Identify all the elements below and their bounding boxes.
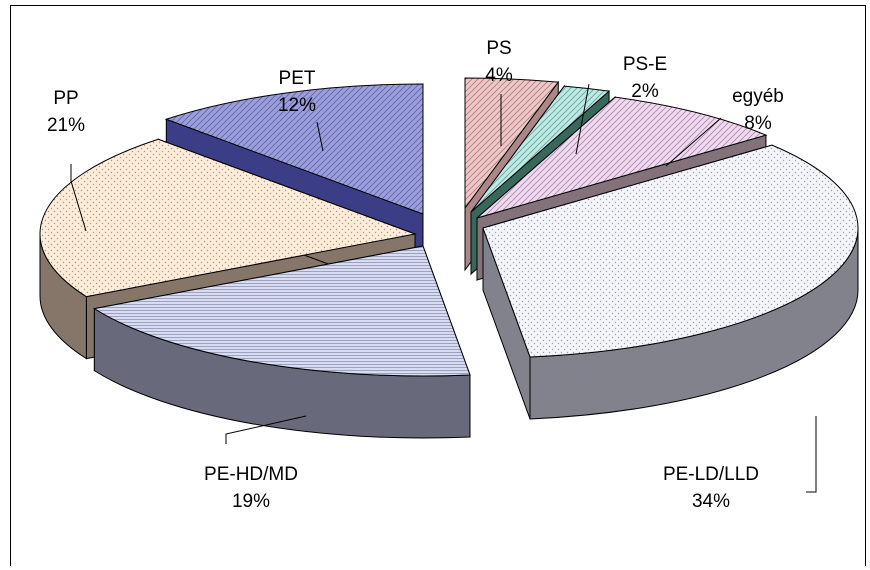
label-name-pp: PP xyxy=(53,88,78,109)
leader-pe-hd-md xyxy=(225,415,307,444)
slice-pe-hd-md xyxy=(93,245,471,439)
slice-top-pe-hd-md xyxy=(93,245,471,377)
label-name-pet: PET xyxy=(279,68,316,89)
slice-top-pet xyxy=(164,83,424,215)
label-value-ps-e: 2% xyxy=(631,81,659,102)
slice-top-ps xyxy=(464,77,560,210)
leader-pet xyxy=(316,121,324,152)
label-name-pe-ld-lld: PE-LD/LLD xyxy=(663,464,759,485)
slice-top-pe-ld-lld xyxy=(482,144,859,358)
label-value-pe-ld-lld: 34% xyxy=(692,491,730,512)
slice-top-egy-b xyxy=(476,96,768,219)
leader-ps-e xyxy=(575,83,590,155)
label-value-pe-hd-md: 19% xyxy=(232,491,270,512)
label-name-egy-b: egyéb xyxy=(732,86,784,107)
pie-chart: PS 4% PS-E 2% egyéb 8% PE-LD/LLD 34% PE-HD/MD 19%… xyxy=(39,38,859,512)
label-value-ps: 4% xyxy=(485,65,513,86)
slice-pe-ld-lld xyxy=(482,144,859,420)
slice-top-ps-e xyxy=(470,85,611,213)
chart-frame: PS 4% PS-E 2% egyéb 8% PE-LD/LLD 34% PE-HD/MD 19%… xyxy=(10,5,866,566)
leader-pp xyxy=(70,164,87,232)
label-name-ps-e: PS-E xyxy=(623,54,667,75)
slice-top-pp xyxy=(39,138,417,298)
label-value-pet: 12% xyxy=(278,95,316,116)
label-name-ps: PS xyxy=(486,38,511,59)
label-name-pe-hd-md: PE-HD/MD xyxy=(204,464,298,485)
label-value-egy-b: 8% xyxy=(744,113,772,134)
leader-egy-b xyxy=(665,117,722,167)
leader-pe-ld-lld xyxy=(806,416,817,493)
label-value-pp: 21% xyxy=(47,115,85,136)
